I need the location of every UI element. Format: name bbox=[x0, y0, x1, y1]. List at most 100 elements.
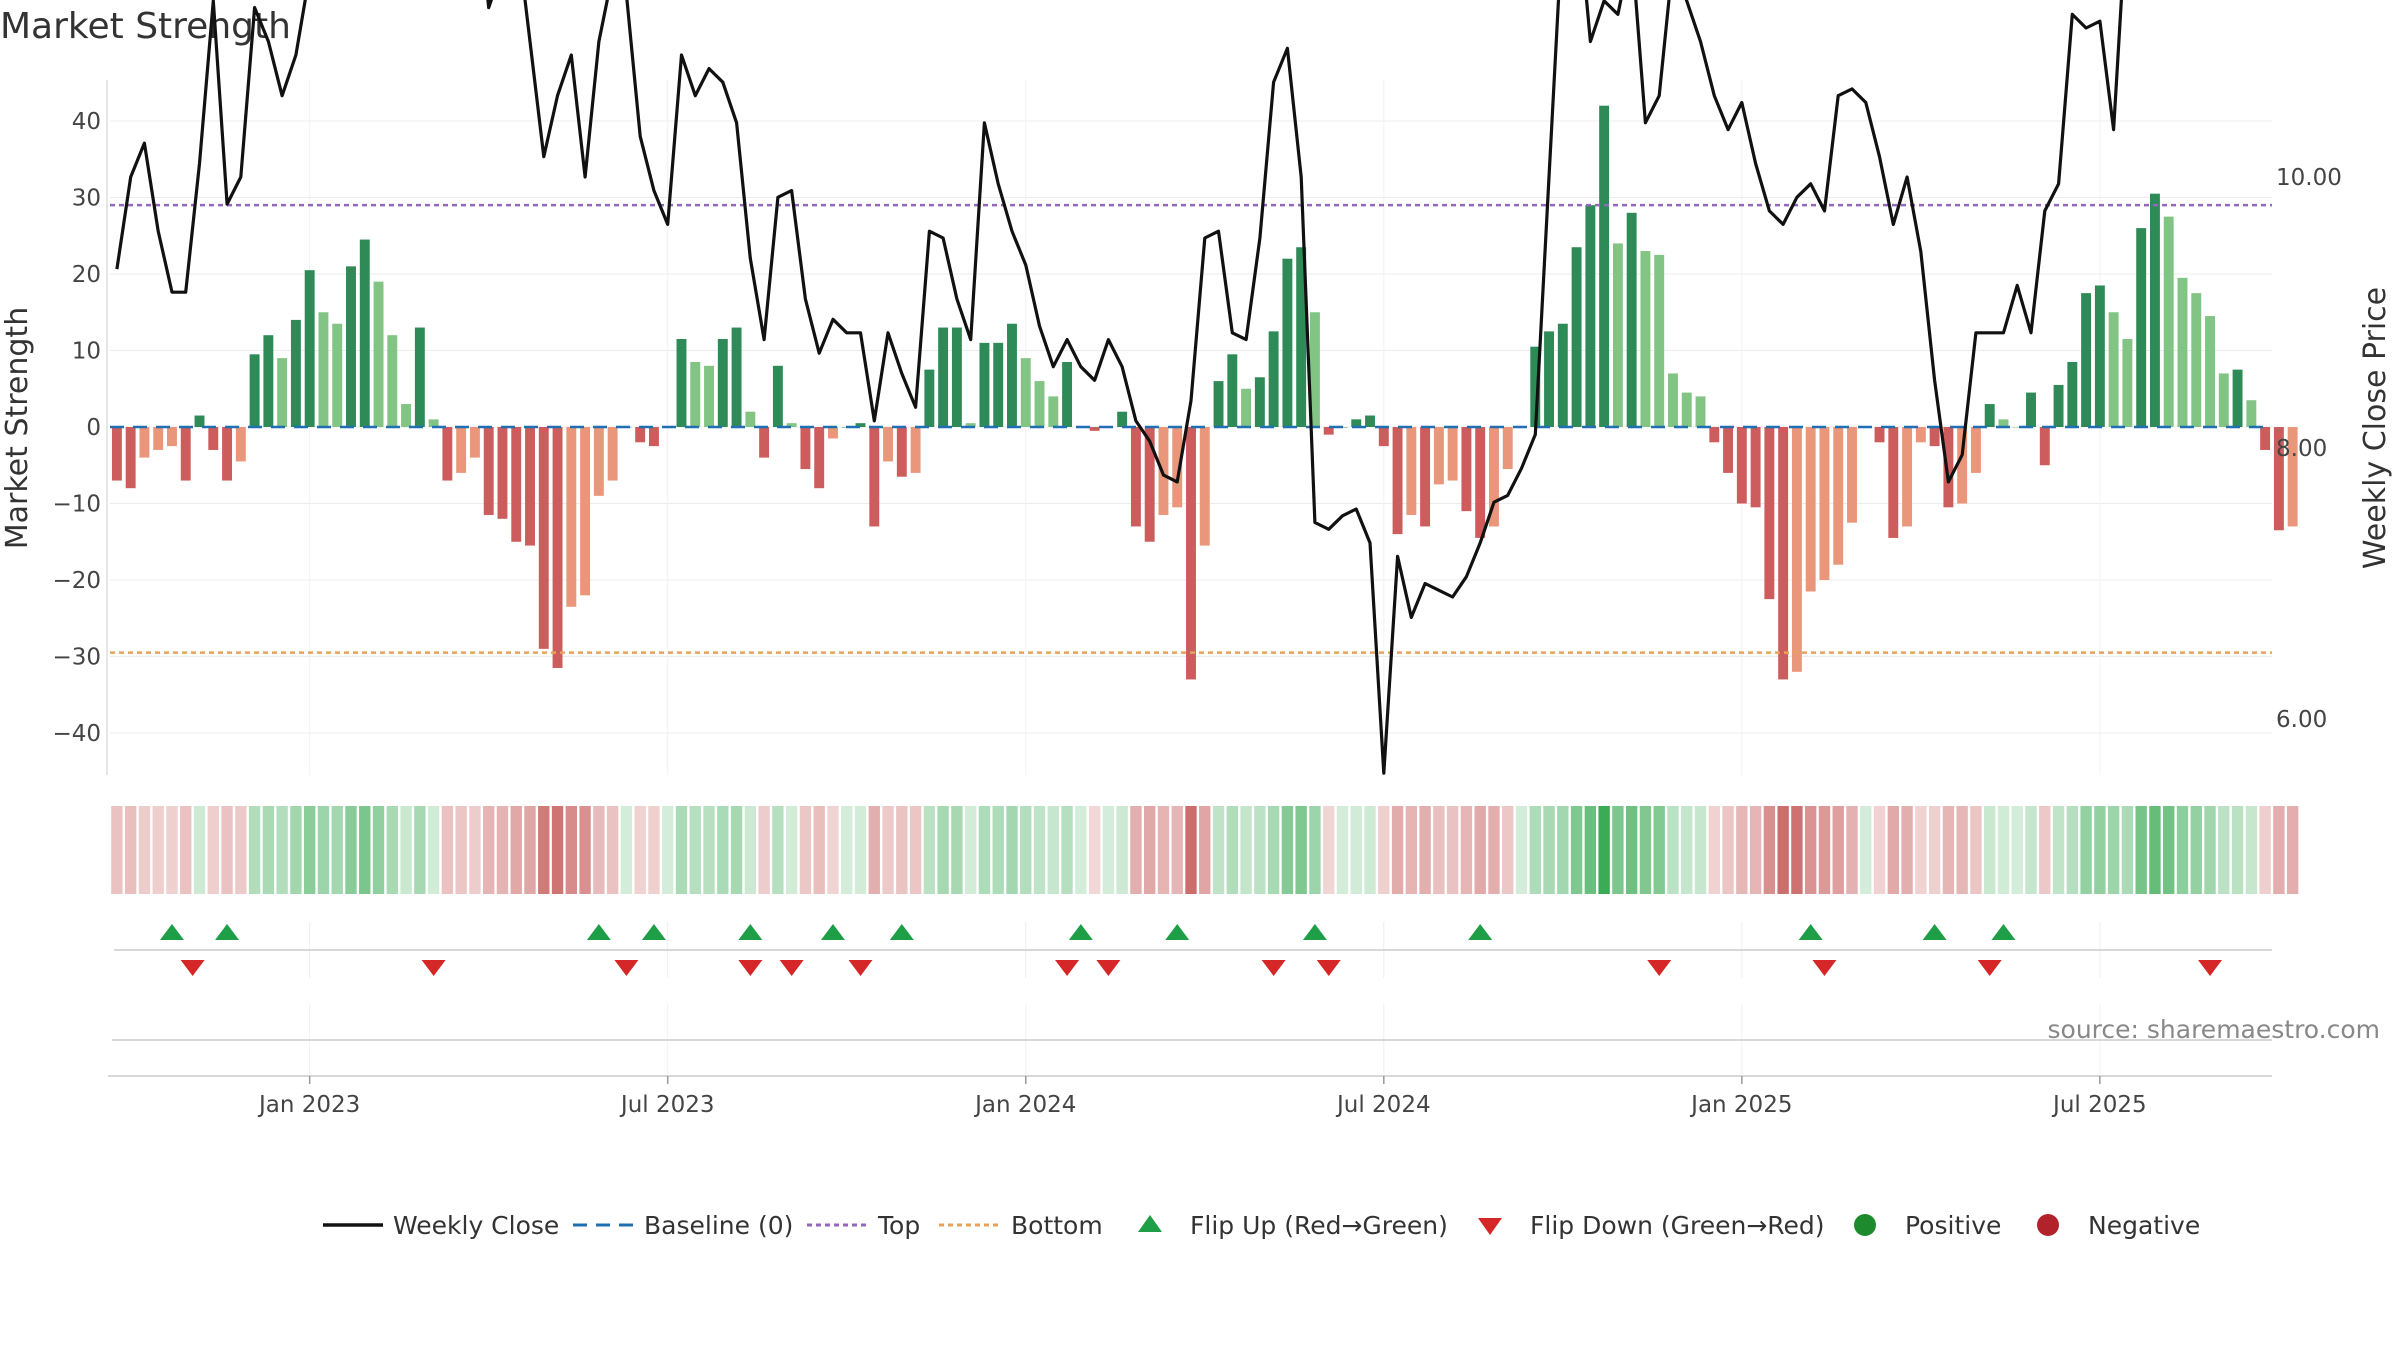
strength-bar bbox=[290, 319, 301, 427]
heat-cell bbox=[1405, 806, 1418, 894]
strength-bar bbox=[194, 415, 205, 427]
strength-bar bbox=[2053, 384, 2064, 427]
left-axis: 40 30 20 10 0 −10 −20 −30 −40 bbox=[52, 109, 101, 747]
strength-bar bbox=[786, 423, 797, 427]
chart-title: Market Strength bbox=[0, 6, 291, 47]
strength-bar bbox=[1378, 427, 1389, 447]
flip-up-marker bbox=[159, 924, 184, 940]
strength-bar bbox=[676, 339, 687, 427]
heat-cell bbox=[1460, 806, 1473, 894]
strength-bar bbox=[1282, 258, 1293, 427]
heat-cell bbox=[785, 806, 798, 894]
heat-cell bbox=[1970, 806, 1982, 894]
heat-cell bbox=[359, 806, 371, 894]
strength-bar bbox=[1309, 312, 1320, 427]
strength-bar bbox=[401, 404, 412, 427]
strength-bar bbox=[1502, 427, 1513, 470]
heat-cell bbox=[551, 806, 564, 894]
left-tick-label: 0 bbox=[86, 415, 101, 441]
strength-bar bbox=[277, 358, 288, 427]
heat-cell bbox=[2163, 806, 2175, 894]
heat-cell bbox=[689, 806, 701, 894]
heat-cell bbox=[1515, 806, 1528, 894]
heat-cell bbox=[496, 806, 509, 894]
heat-cell bbox=[1020, 806, 1032, 894]
strength-bar bbox=[1970, 427, 1981, 473]
legend-flip-down-swatch bbox=[1478, 1218, 1502, 1235]
strength-bar bbox=[428, 419, 439, 427]
heat-cell bbox=[331, 806, 343, 894]
strength-bar bbox=[745, 411, 756, 427]
heat-cell bbox=[1281, 806, 1294, 894]
strength-bar bbox=[1034, 381, 1045, 427]
strength-bar bbox=[525, 427, 535, 546]
strength-bar bbox=[1736, 427, 1747, 504]
strength-bar bbox=[1406, 427, 1417, 515]
heat-cell bbox=[909, 806, 922, 894]
heat-cell bbox=[2039, 806, 2051, 894]
strength-bar bbox=[2232, 369, 2243, 427]
heat-cell bbox=[441, 806, 454, 894]
strength-bar bbox=[938, 327, 949, 427]
heat-cell bbox=[1226, 806, 1238, 894]
strength-bar bbox=[111, 427, 122, 481]
heat-cell bbox=[483, 806, 495, 894]
heat-cell bbox=[372, 806, 385, 894]
strength-bar bbox=[1668, 373, 1678, 427]
strength-bar bbox=[511, 427, 522, 542]
strength-bar bbox=[456, 427, 467, 473]
heat-cell bbox=[758, 806, 770, 894]
flip-down-marker bbox=[1096, 960, 1121, 976]
heat-cell bbox=[1047, 806, 1059, 894]
strength-bar bbox=[1640, 251, 1651, 427]
heat-cell bbox=[111, 806, 123, 894]
strength-bar bbox=[125, 427, 136, 489]
x-tick-label: Jan 2023 bbox=[257, 1092, 360, 1118]
flip-down-marker bbox=[738, 960, 763, 976]
heat-cell bbox=[703, 806, 715, 894]
strength-bar bbox=[235, 427, 246, 462]
strength-bar bbox=[2136, 228, 2147, 427]
strength-bar bbox=[1819, 427, 1830, 580]
heat-cell bbox=[2121, 806, 2134, 894]
flip-up-marker bbox=[215, 924, 240, 940]
strength-bar bbox=[2287, 427, 2298, 527]
strength-bar bbox=[1585, 205, 1596, 427]
strength-bar bbox=[1241, 388, 1252, 427]
heat-cell bbox=[744, 806, 757, 894]
heat-cell bbox=[235, 806, 247, 894]
strength-bar bbox=[1048, 396, 1059, 427]
heat-cell bbox=[2135, 806, 2147, 894]
heat-cell bbox=[1818, 806, 1831, 894]
heat-cell bbox=[124, 806, 137, 894]
heat-cell bbox=[2176, 806, 2189, 894]
left-tick-label: 20 bbox=[72, 262, 101, 288]
flip-up-marker bbox=[1798, 924, 1823, 940]
heat-cell bbox=[620, 806, 633, 894]
heat-cell bbox=[1254, 806, 1266, 894]
heat-cell bbox=[2273, 806, 2285, 894]
left-tick-label: 10 bbox=[72, 339, 101, 365]
strength-bar bbox=[2177, 277, 2188, 427]
strength-bar bbox=[1957, 427, 1968, 504]
legend-flip-up-label: Flip Up (Red→Green) bbox=[1190, 1211, 1448, 1240]
strength-bar bbox=[1723, 427, 1734, 473]
heat-cell bbox=[427, 806, 440, 894]
strength-bar bbox=[1888, 427, 1899, 538]
heat-cell bbox=[290, 806, 302, 894]
strength-bar bbox=[1681, 392, 1692, 427]
heat-cell bbox=[1075, 806, 1087, 894]
strength-bar bbox=[469, 427, 480, 458]
strength-bar bbox=[332, 323, 343, 427]
strength-bar bbox=[1929, 427, 1940, 447]
strength-bar bbox=[1488, 427, 1499, 527]
strength-bar bbox=[607, 427, 618, 481]
strength-bar bbox=[1475, 427, 1486, 538]
heat-cell bbox=[1212, 806, 1225, 894]
strength-bar bbox=[648, 427, 659, 447]
heat-cell bbox=[1336, 806, 1349, 894]
strength-bar bbox=[2205, 316, 2215, 427]
strength-bar bbox=[1089, 427, 1100, 431]
strength-bar bbox=[1943, 427, 1954, 508]
